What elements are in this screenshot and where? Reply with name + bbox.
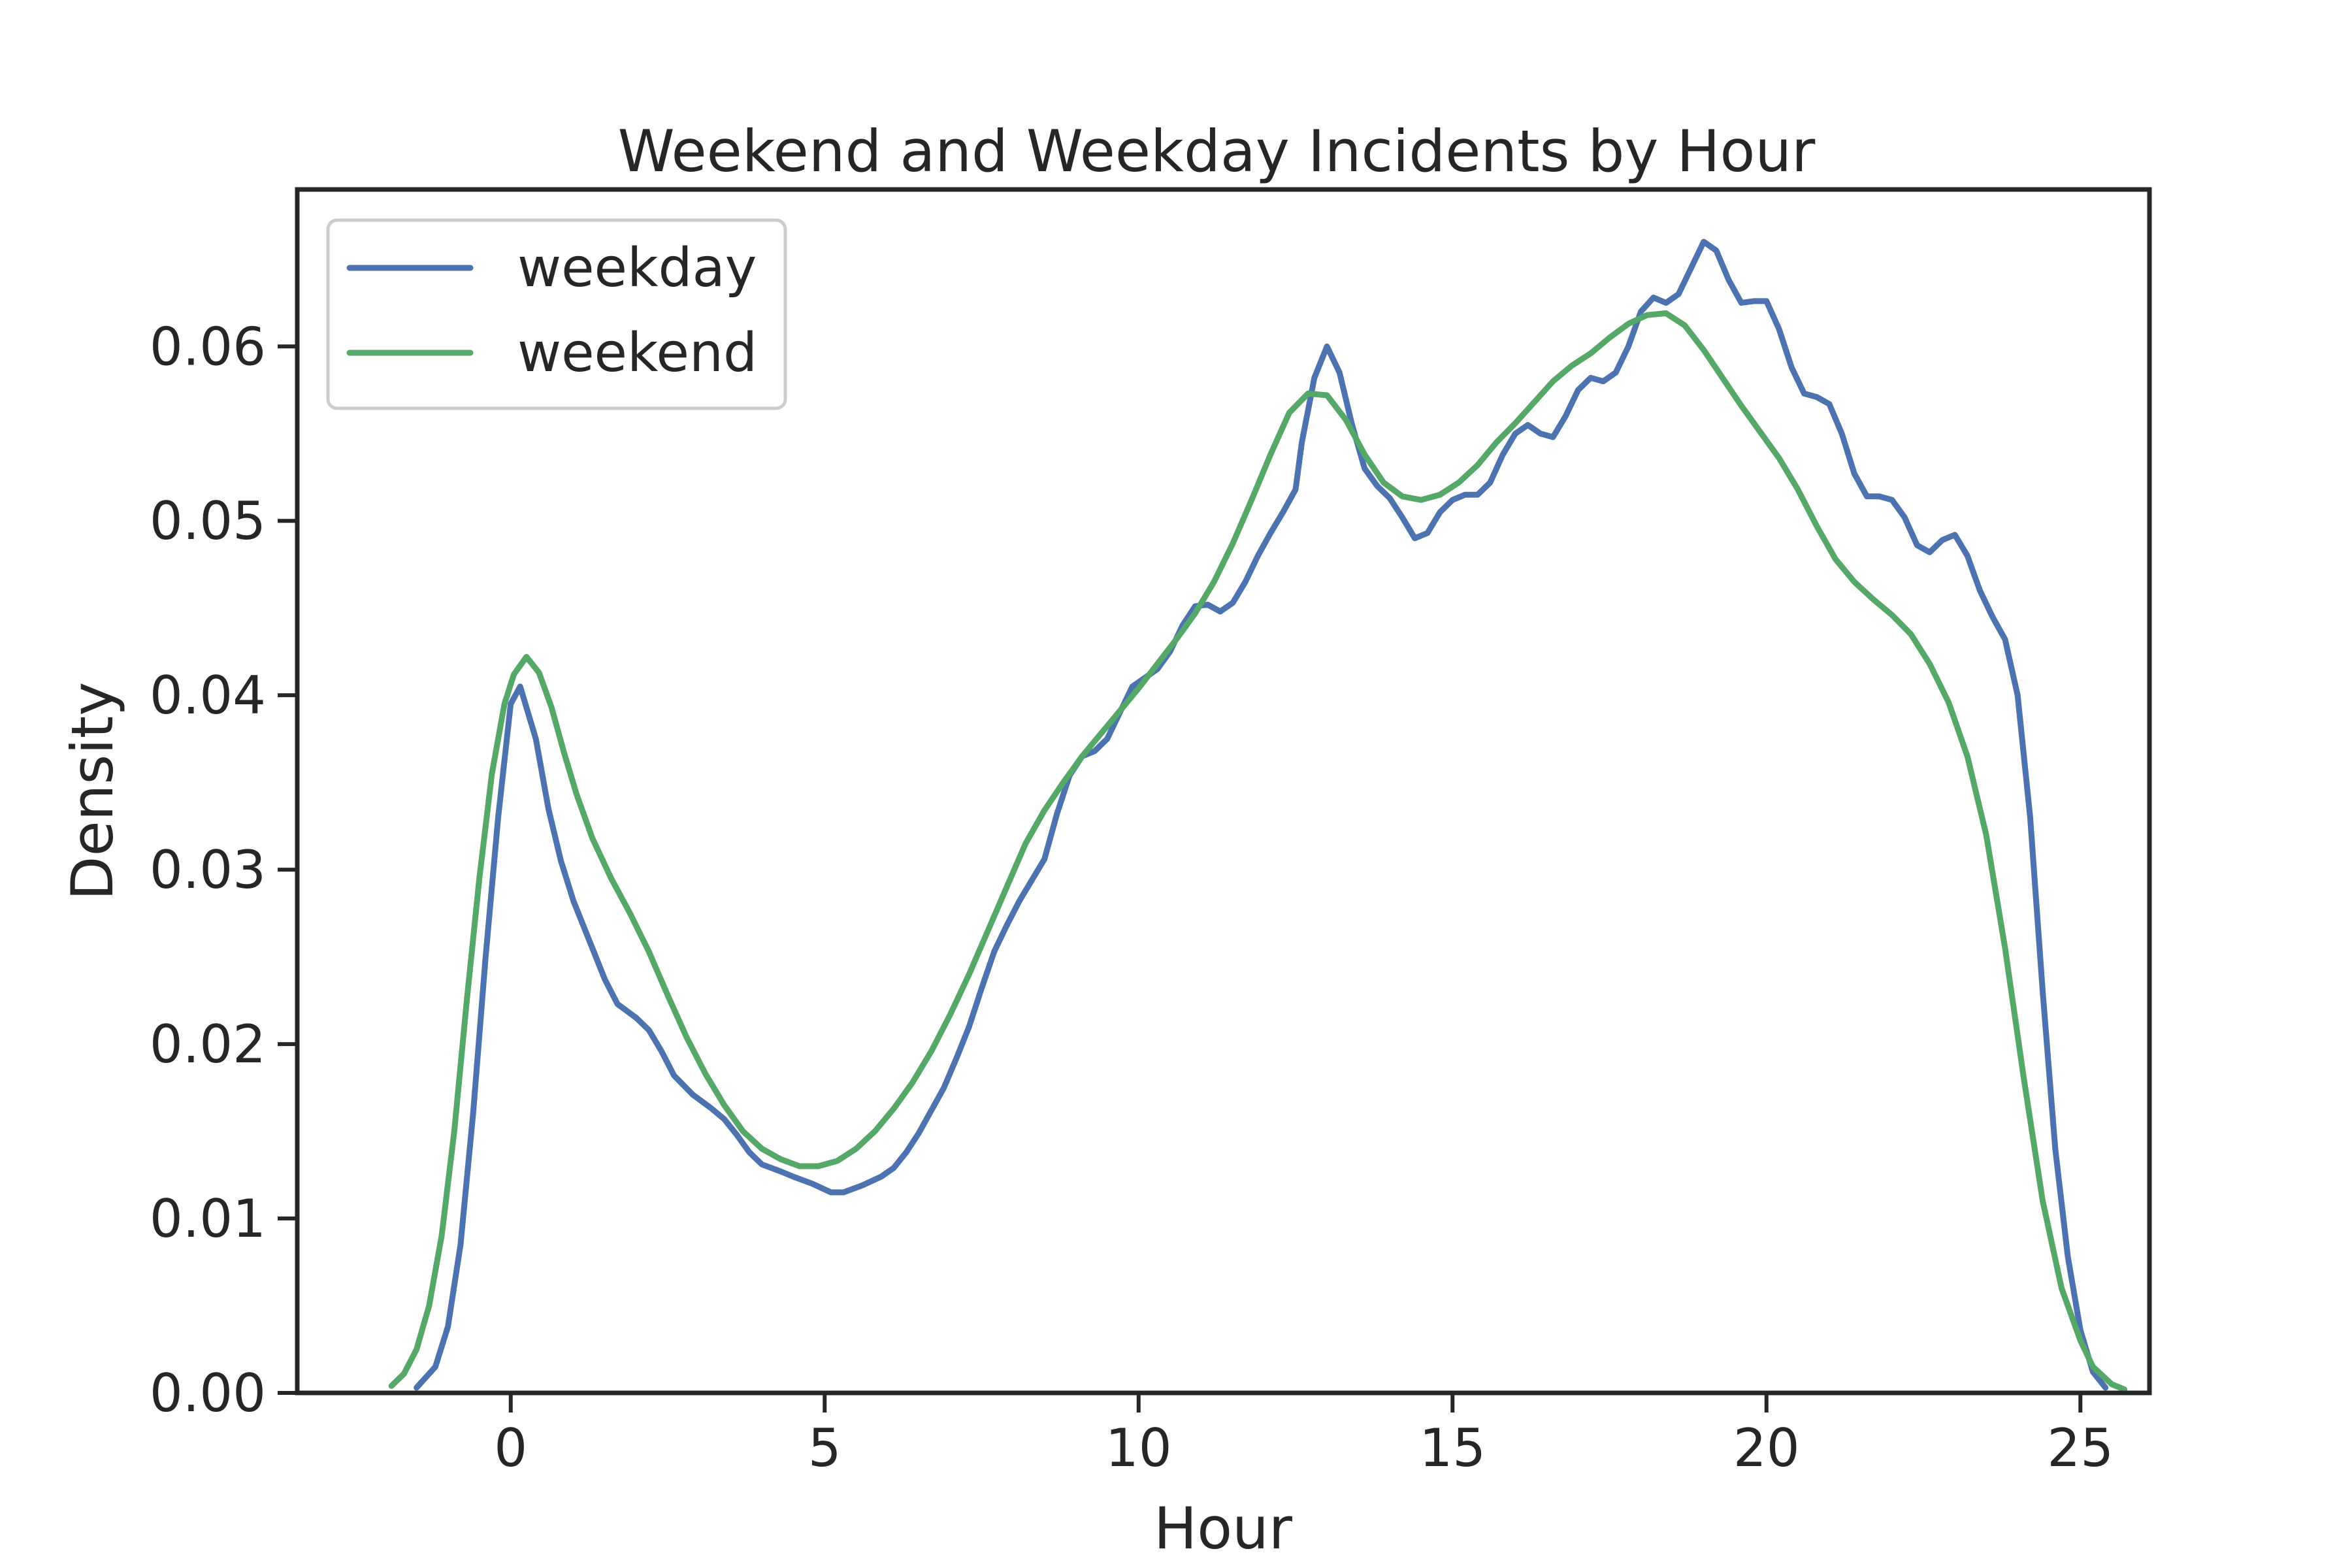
y-axis-label: Density — [59, 682, 126, 901]
y-axis: 0.00 0.01 0.02 0.03 0.04 0.05 0.06 — [150, 316, 297, 1424]
y-tick-label: 0.04 — [150, 665, 266, 726]
series-layer — [388, 238, 2128, 1393]
plot-frame — [295, 187, 2152, 1396]
x-tick-label: 25 — [2047, 1418, 2114, 1478]
y-tick-label: 0.03 — [150, 840, 266, 900]
y-tick-label: 0.05 — [150, 491, 266, 551]
chart-title: Weekend and Weekday Incidents by Hour — [618, 118, 1816, 185]
y-tick-label: 0.01 — [150, 1188, 266, 1249]
y-tick-label: 0.02 — [150, 1014, 266, 1075]
y-tick-label: 0.00 — [150, 1363, 266, 1424]
x-tick-label: 15 — [1419, 1418, 1486, 1478]
x-axis: 0 5 10 15 20 25 — [494, 1393, 2114, 1478]
legend-label-weekend: weekend — [517, 322, 757, 384]
series-line-weekend — [388, 310, 2128, 1393]
x-tick-label: 10 — [1105, 1418, 1172, 1478]
series-line-weekday — [414, 238, 2109, 1391]
x-tick-label: 0 — [494, 1418, 527, 1478]
legend: weekday weekend — [326, 218, 787, 410]
legend-label-weekday: weekday — [517, 237, 757, 299]
y-tick-label: 0.06 — [150, 316, 266, 377]
x-tick-label: 20 — [1733, 1418, 1800, 1478]
x-axis-label: Hour — [1154, 1495, 1293, 1562]
x-tick-label: 5 — [808, 1418, 841, 1478]
